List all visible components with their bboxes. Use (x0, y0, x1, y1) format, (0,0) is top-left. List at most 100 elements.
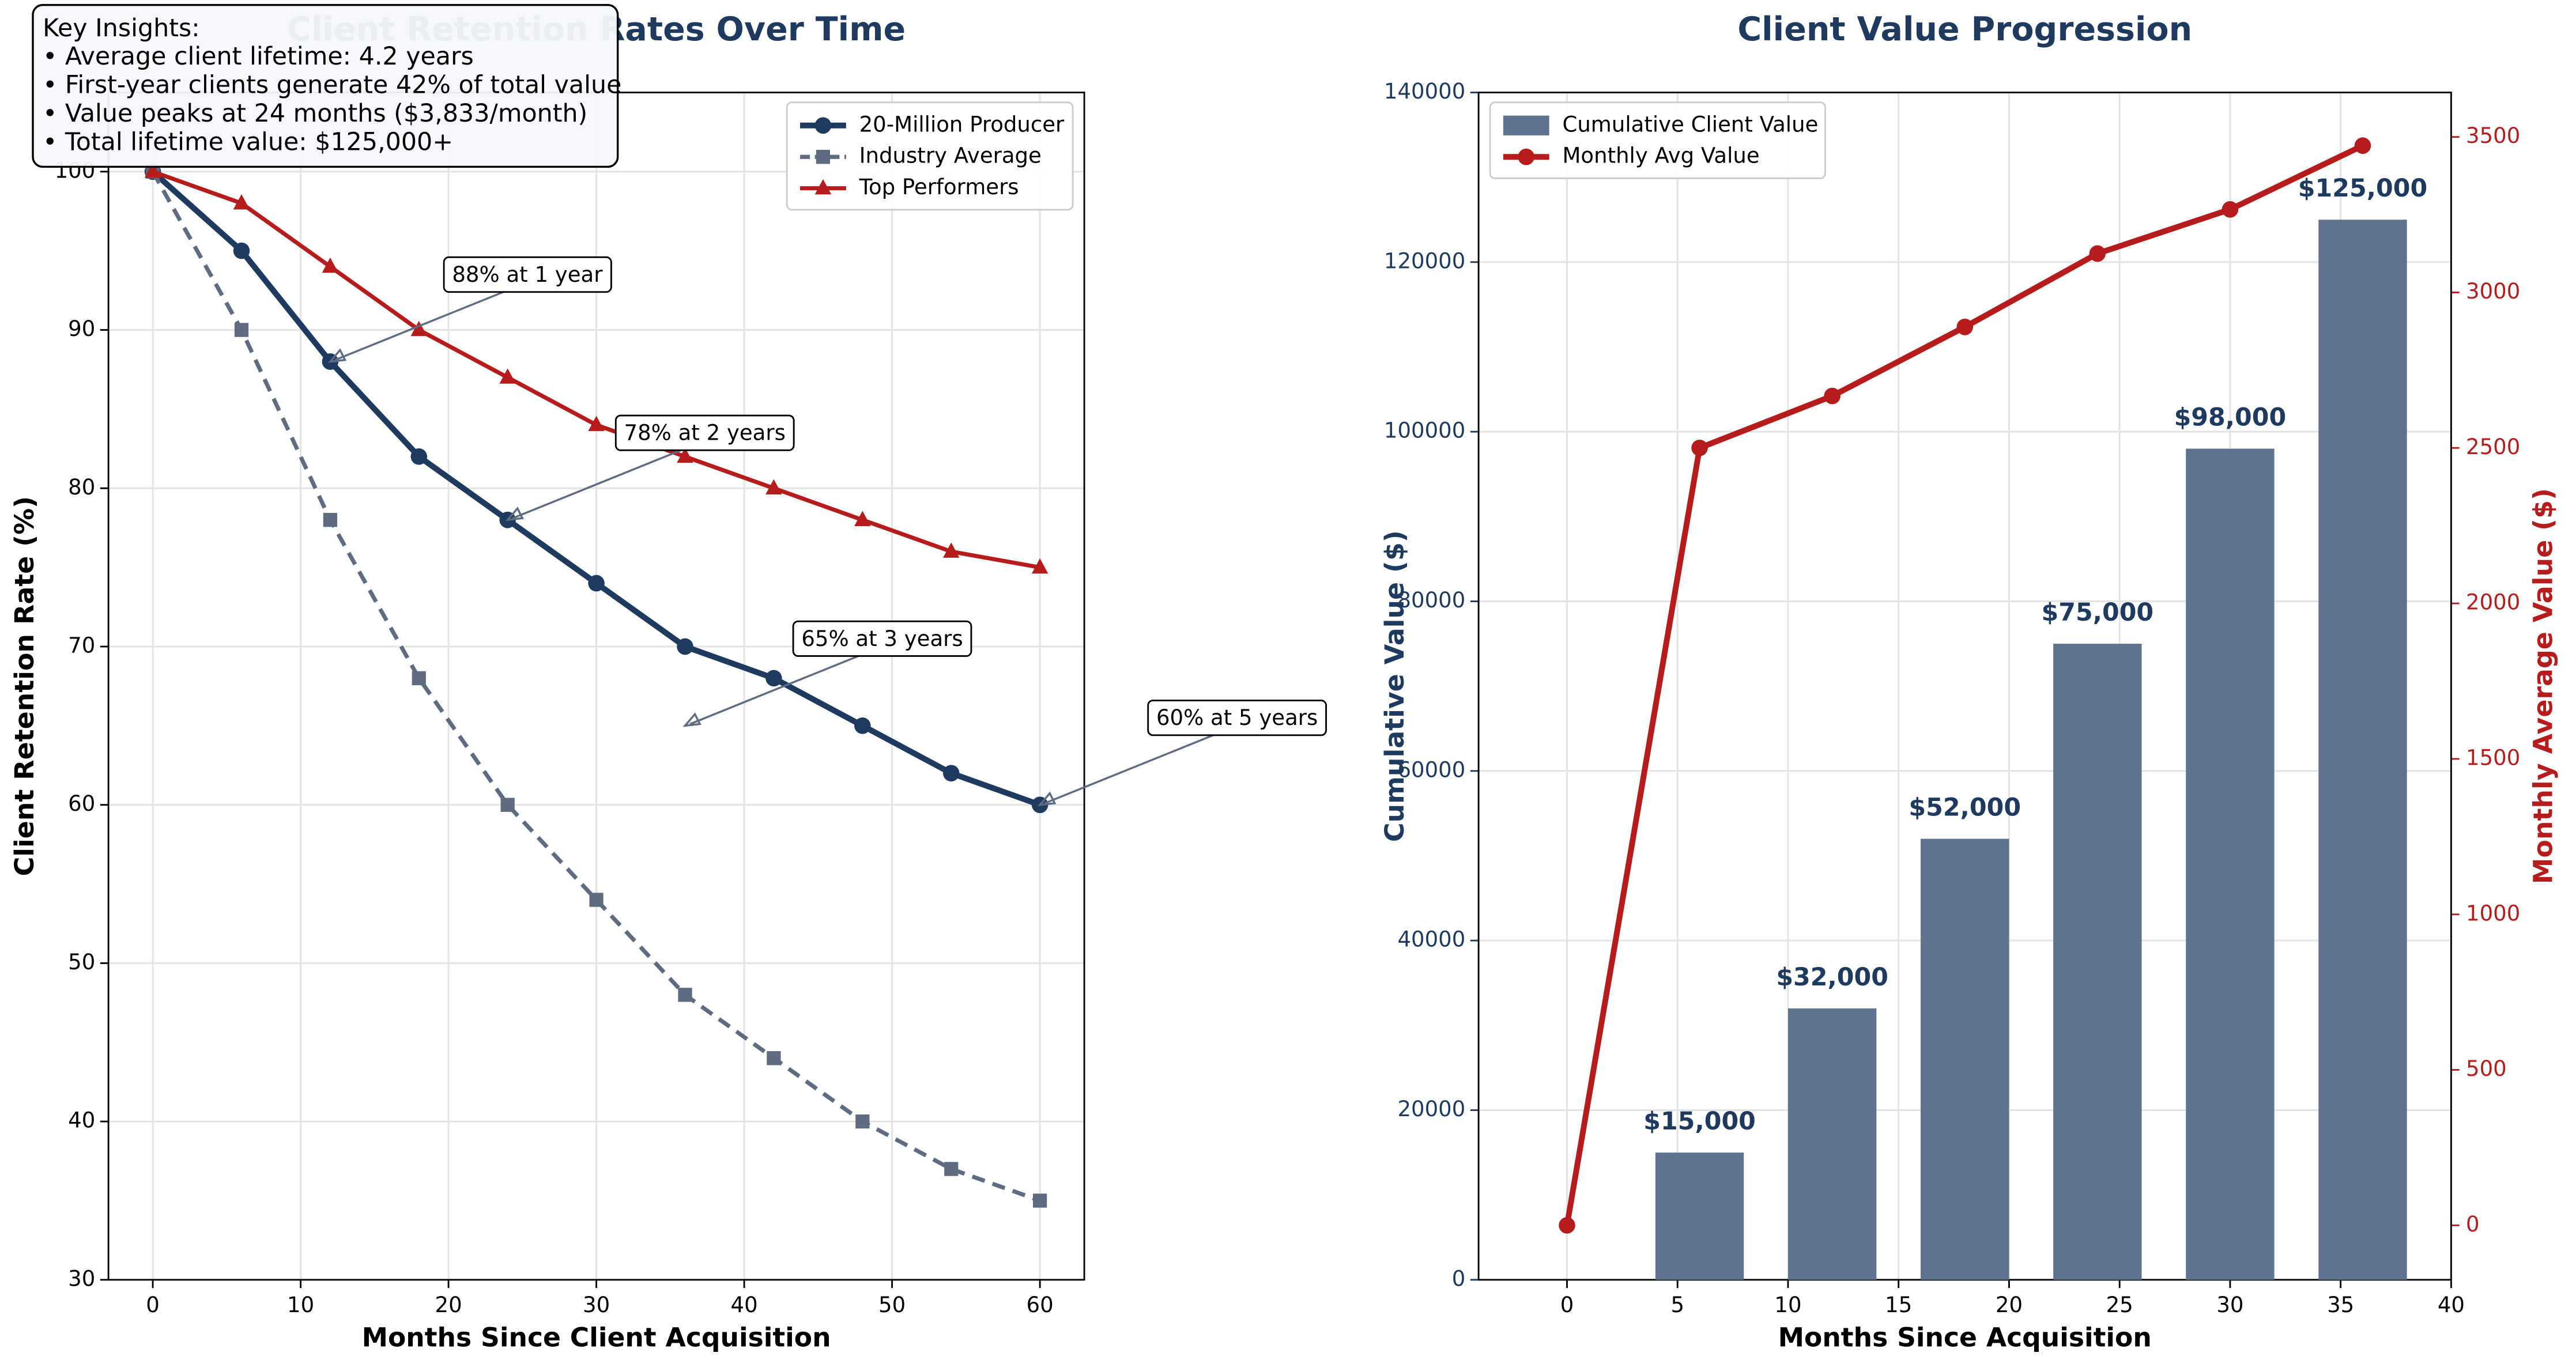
insights-box: Key Insights:• Average client lifetime: … (32, 3, 621, 168)
arrow-head (682, 712, 701, 727)
bar (2053, 644, 2142, 1280)
marker (944, 1162, 959, 1176)
x-axis-label: Months Since Client Acquisition (362, 1322, 831, 1352)
x-tick-label: 10 (1774, 1293, 1801, 1317)
marker (1033, 1193, 1047, 1208)
marker (499, 368, 516, 384)
marker (589, 893, 604, 907)
y-tick-label: 30 (68, 1266, 95, 1291)
annotation-text: 60% at 5 years (1156, 705, 1318, 730)
annotation-text: 88% at 1 year (452, 262, 603, 287)
y-tick-label: 70 (68, 633, 95, 658)
y2-tick-label: 3000 (2466, 279, 2520, 304)
legend-label: Top Performers (859, 175, 1019, 199)
legend-marker (814, 179, 832, 195)
legend-box (786, 101, 1074, 211)
arrow-head (327, 348, 347, 363)
bar-value-label: $125,000 (2298, 174, 2427, 203)
arrow-head (1038, 791, 1057, 806)
x-tick-label: 20 (1996, 1293, 2023, 1317)
y-tick-label: 140000 (1384, 79, 1465, 104)
y2-tick-label: 2500 (2466, 434, 2520, 459)
marker (767, 1051, 781, 1065)
marker (233, 242, 250, 259)
legend-label: Cumulative Client Value (1562, 112, 1818, 137)
marker (1559, 1217, 1575, 1234)
marker (942, 765, 960, 782)
annotation-arrow (689, 652, 866, 726)
annotation-text: 65% at 3 years (801, 626, 963, 651)
marker (500, 798, 515, 812)
marker (677, 447, 693, 463)
legend-label: Industry Average (859, 143, 1042, 168)
marker (234, 323, 249, 337)
marker (765, 670, 782, 687)
y2-tick-label: 1000 (2466, 901, 2520, 925)
x-tick-label: 5 (1670, 1293, 1684, 1317)
y-tick-label: 90 (68, 316, 95, 341)
insights-line: • Average client lifetime: 4.2 years (43, 42, 474, 71)
x-tick-label: 25 (2106, 1293, 2133, 1317)
bar (1921, 838, 2009, 1280)
marker (588, 575, 605, 592)
y2-tick-label: 0 (2466, 1212, 2480, 1237)
y-tick-label: 40000 (1397, 927, 1465, 952)
y-tick-label: 80 (68, 475, 95, 500)
x-tick-label: 30 (2216, 1293, 2243, 1317)
annotation-box (443, 256, 612, 293)
legend-swatch (1503, 115, 1549, 135)
annotation-box (1147, 700, 1327, 736)
marker (2089, 245, 2106, 262)
y2-axis-label: Monthly Average Value ($) (2528, 488, 2558, 884)
y-tick-label: 100000 (1384, 418, 1465, 443)
x-tick-label: 15 (1885, 1293, 1912, 1317)
marker (677, 638, 693, 655)
legend-marker (814, 117, 832, 134)
bar (1787, 1008, 1877, 1280)
marker (1824, 387, 1840, 405)
y-axis-label: Cumulative Value ($) (1379, 530, 1410, 842)
y-tick-label: 50 (68, 950, 95, 974)
marker (233, 194, 250, 210)
y2-tick-label: 2000 (2466, 590, 2520, 615)
bar-value-label: $15,000 (1643, 1107, 1756, 1136)
y-tick-label: 40 (68, 1108, 95, 1133)
arrow-head (505, 507, 524, 522)
annotation-arrow (334, 288, 512, 361)
marker (410, 320, 428, 337)
x-tick-label: 40 (731, 1293, 758, 1317)
y2-tick-label: 500 (2466, 1056, 2507, 1081)
y-tick-label: 20000 (1397, 1097, 1465, 1121)
annotation-arrow (512, 446, 689, 519)
y-tick-label: 60000 (1397, 757, 1465, 782)
insights-line: • Total lifetime value: $125,000+ (43, 127, 453, 156)
x-tick-label: 20 (435, 1293, 462, 1317)
insights-line: • Value peaks at 24 months ($3,833/month… (43, 99, 587, 128)
marker (2222, 201, 2239, 218)
bar-value-label: $32,000 (1776, 963, 1888, 992)
bar-value-label: $98,000 (2174, 403, 2287, 432)
marker (942, 542, 960, 558)
legend-box (1489, 101, 1826, 179)
marker (765, 479, 782, 495)
insights-line: • First-year clients generate 42% of tot… (43, 70, 621, 99)
legend-label: 20-Million Producer (859, 112, 1065, 137)
marker (1031, 558, 1048, 574)
legend-marker (816, 150, 831, 164)
annotation-box (792, 620, 972, 657)
y-axis-label: Client Retention Rate (%) (9, 496, 40, 876)
marker (1691, 439, 1708, 456)
chart-title: Client Value Progression (1737, 10, 2192, 48)
marker (2354, 137, 2371, 154)
insights-frame (32, 3, 619, 168)
marker (144, 163, 161, 178)
x-axis-label: Months Since Acquisition (1778, 1322, 2152, 1352)
marker (678, 988, 692, 1002)
bar-value-label: $75,000 (2041, 598, 2153, 627)
marker (323, 513, 337, 527)
legend-marker (1518, 148, 1535, 165)
x-tick-label: 60 (1027, 1293, 1054, 1317)
marker (854, 717, 871, 734)
insights-title: Key Insights: (43, 14, 200, 43)
